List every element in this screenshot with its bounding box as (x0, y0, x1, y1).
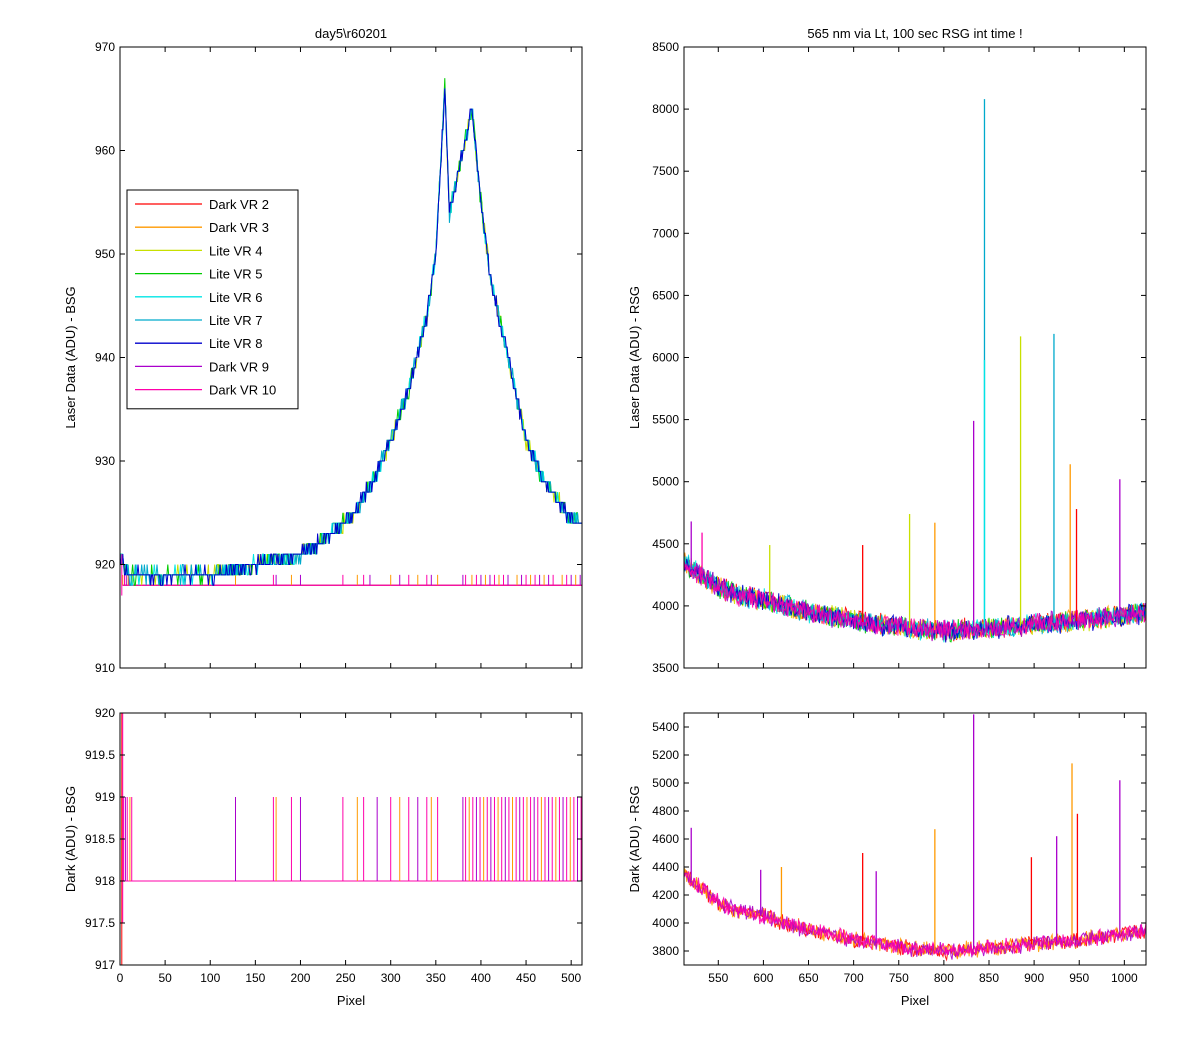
y-tick-label: 910 (95, 661, 115, 675)
x-tick-label: 700 (844, 971, 864, 985)
panel-top-right: 3500 4000 4500 5000 5500 6000 6500 7000 7500 8000… (627, 26, 1147, 675)
x-tick-label: 850 (979, 971, 999, 985)
legend-label: Lite VR 5 (209, 267, 262, 282)
y-tick-label: 4400 (652, 860, 679, 874)
x-tick-label: 100 (200, 971, 220, 985)
x-tick-label: 350 (426, 971, 446, 985)
x-tick-label: 900 (1024, 971, 1044, 985)
legend-label: Lite VR 6 (209, 290, 262, 305)
chart-title-top-left: day5\r60201 (315, 26, 387, 41)
x-tick-label: 300 (381, 971, 401, 985)
axes-top-left: 910 920 930 940 950 960 970 (95, 40, 583, 675)
y-tick-label: 4800 (652, 804, 679, 818)
series-line-lite-8 (120, 88, 582, 586)
plot-area-bottom-right (684, 714, 1146, 962)
y-tick-label: 950 (95, 247, 115, 261)
y-tick-label: 7000 (652, 226, 679, 240)
plot-area-top-right (684, 99, 1146, 643)
y-axis-label-bottom-right: Dark (ADU) - RSG (627, 786, 642, 893)
x-tick-label: 800 (934, 971, 954, 985)
x-tick-label: 750 (889, 971, 909, 985)
x-tick-label: 50 (158, 971, 172, 985)
x-tick-label: 1000 (1111, 971, 1138, 985)
legend-label: Dark VR 10 (209, 383, 276, 398)
y-tick-label: 4000 (652, 916, 679, 930)
legend-label: Dark VR 2 (209, 197, 269, 212)
y-tick-label: 920 (95, 558, 115, 572)
legend-label: Lite VR 8 (209, 336, 262, 351)
y-tick-label: 3800 (652, 944, 679, 958)
y-tick-label: 970 (95, 40, 115, 54)
legend-label: Lite VR 7 (209, 313, 262, 328)
x-tick-label: 0 (117, 971, 124, 985)
legend-label: Lite VR 4 (209, 243, 262, 258)
x-tick-label: 450 (516, 971, 536, 985)
axes-bottom-right: 550 600 650 700 750 800 850 900 950 1000 3800 4000 4… (652, 712, 1147, 985)
x-tick-label: 550 (708, 971, 728, 985)
series-noise-line (684, 559, 1146, 640)
y-tick-label: 6500 (652, 288, 679, 302)
y-axis-label-top-left: Laser Data (ADU) - BSG (63, 286, 78, 428)
chart-title-top-right: 565 nm via Lt, 100 sec RSG int time ! (807, 26, 1022, 41)
y-tick-label: 6000 (652, 351, 679, 365)
y-tick-label: 4500 (652, 537, 679, 551)
x-tick-label: 250 (336, 971, 356, 985)
y-tick-label: 8500 (652, 40, 679, 54)
y-tick-label: 918 (95, 874, 115, 888)
panel-bottom-right: 550 600 650 700 750 800 850 900 950 1000 3800 4000 4… (627, 712, 1147, 1008)
y-tick-label: 4600 (652, 832, 679, 846)
y-tick-label: 5400 (652, 720, 679, 734)
x-axis-label-bottom-right: Pixel (901, 993, 929, 1008)
x-tick-label: 150 (245, 971, 265, 985)
legend-label: Dark VR 9 (209, 359, 269, 374)
plot-area-bottom-left (121, 713, 582, 965)
x-tick-label: 650 (799, 971, 819, 985)
x-tick-label: 500 (561, 971, 581, 985)
plot-area-top-left (120, 78, 582, 596)
y-tick-label: 919 (95, 790, 115, 804)
y-tick-label: 917.5 (85, 916, 115, 930)
legend-label: Dark VR 3 (209, 220, 269, 235)
y-tick-label: 4000 (652, 599, 679, 613)
axes-top-right: 3500 4000 4500 5000 5500 6000 6500 7000 7500 8000… (652, 40, 1147, 675)
axes-bottom-left: 0 50 100 150 200 250 300 350 400 450 500 917 917.5 91… (85, 706, 583, 985)
y-tick-label: 7500 (652, 164, 679, 178)
legend-box (126, 189, 299, 410)
y-tick-label: 917 (95, 958, 115, 972)
y-tick-label: 3500 (652, 661, 679, 675)
y-axis-label-bottom-left: Dark (ADU) - BSG (63, 786, 78, 892)
panel-top-left: Dark VR 2 Dark VR 3 Lite VR 4 Lite VR 5 Lite… (63, 26, 583, 675)
x-axis-label-bottom-left: Pixel (337, 993, 365, 1008)
x-tick-label: 400 (471, 971, 491, 985)
legend: Dark VR 2 Dark VR 3 Lite VR 4 Lite VR 5 Lite… (126, 189, 299, 410)
x-tick-label: 200 (290, 971, 310, 985)
y-tick-label: 5000 (652, 776, 679, 790)
y-tick-label: 5500 (652, 413, 679, 427)
y-tick-label: 5000 (652, 475, 679, 489)
y-tick-label: 919.5 (85, 748, 115, 762)
y-axis-label-top-right: Laser Data (ADU) - RSG (627, 286, 642, 429)
y-tick-label: 960 (95, 144, 115, 158)
x-tick-label: 950 (1069, 971, 1089, 985)
series-noise-line (684, 871, 1146, 957)
y-tick-label: 940 (95, 351, 115, 365)
y-tick-label: 918.5 (85, 832, 115, 846)
y-tick-label: 920 (95, 706, 115, 720)
panel-bottom-left: 0 50 100 150 200 250 300 350 400 450 500 917 917.5 91… (63, 706, 583, 1008)
y-tick-label: 4200 (652, 888, 679, 902)
y-tick-label: 930 (95, 454, 115, 468)
y-tick-label: 5200 (652, 748, 679, 762)
x-tick-label: 600 (753, 971, 773, 985)
y-tick-label: 8000 (652, 102, 679, 116)
